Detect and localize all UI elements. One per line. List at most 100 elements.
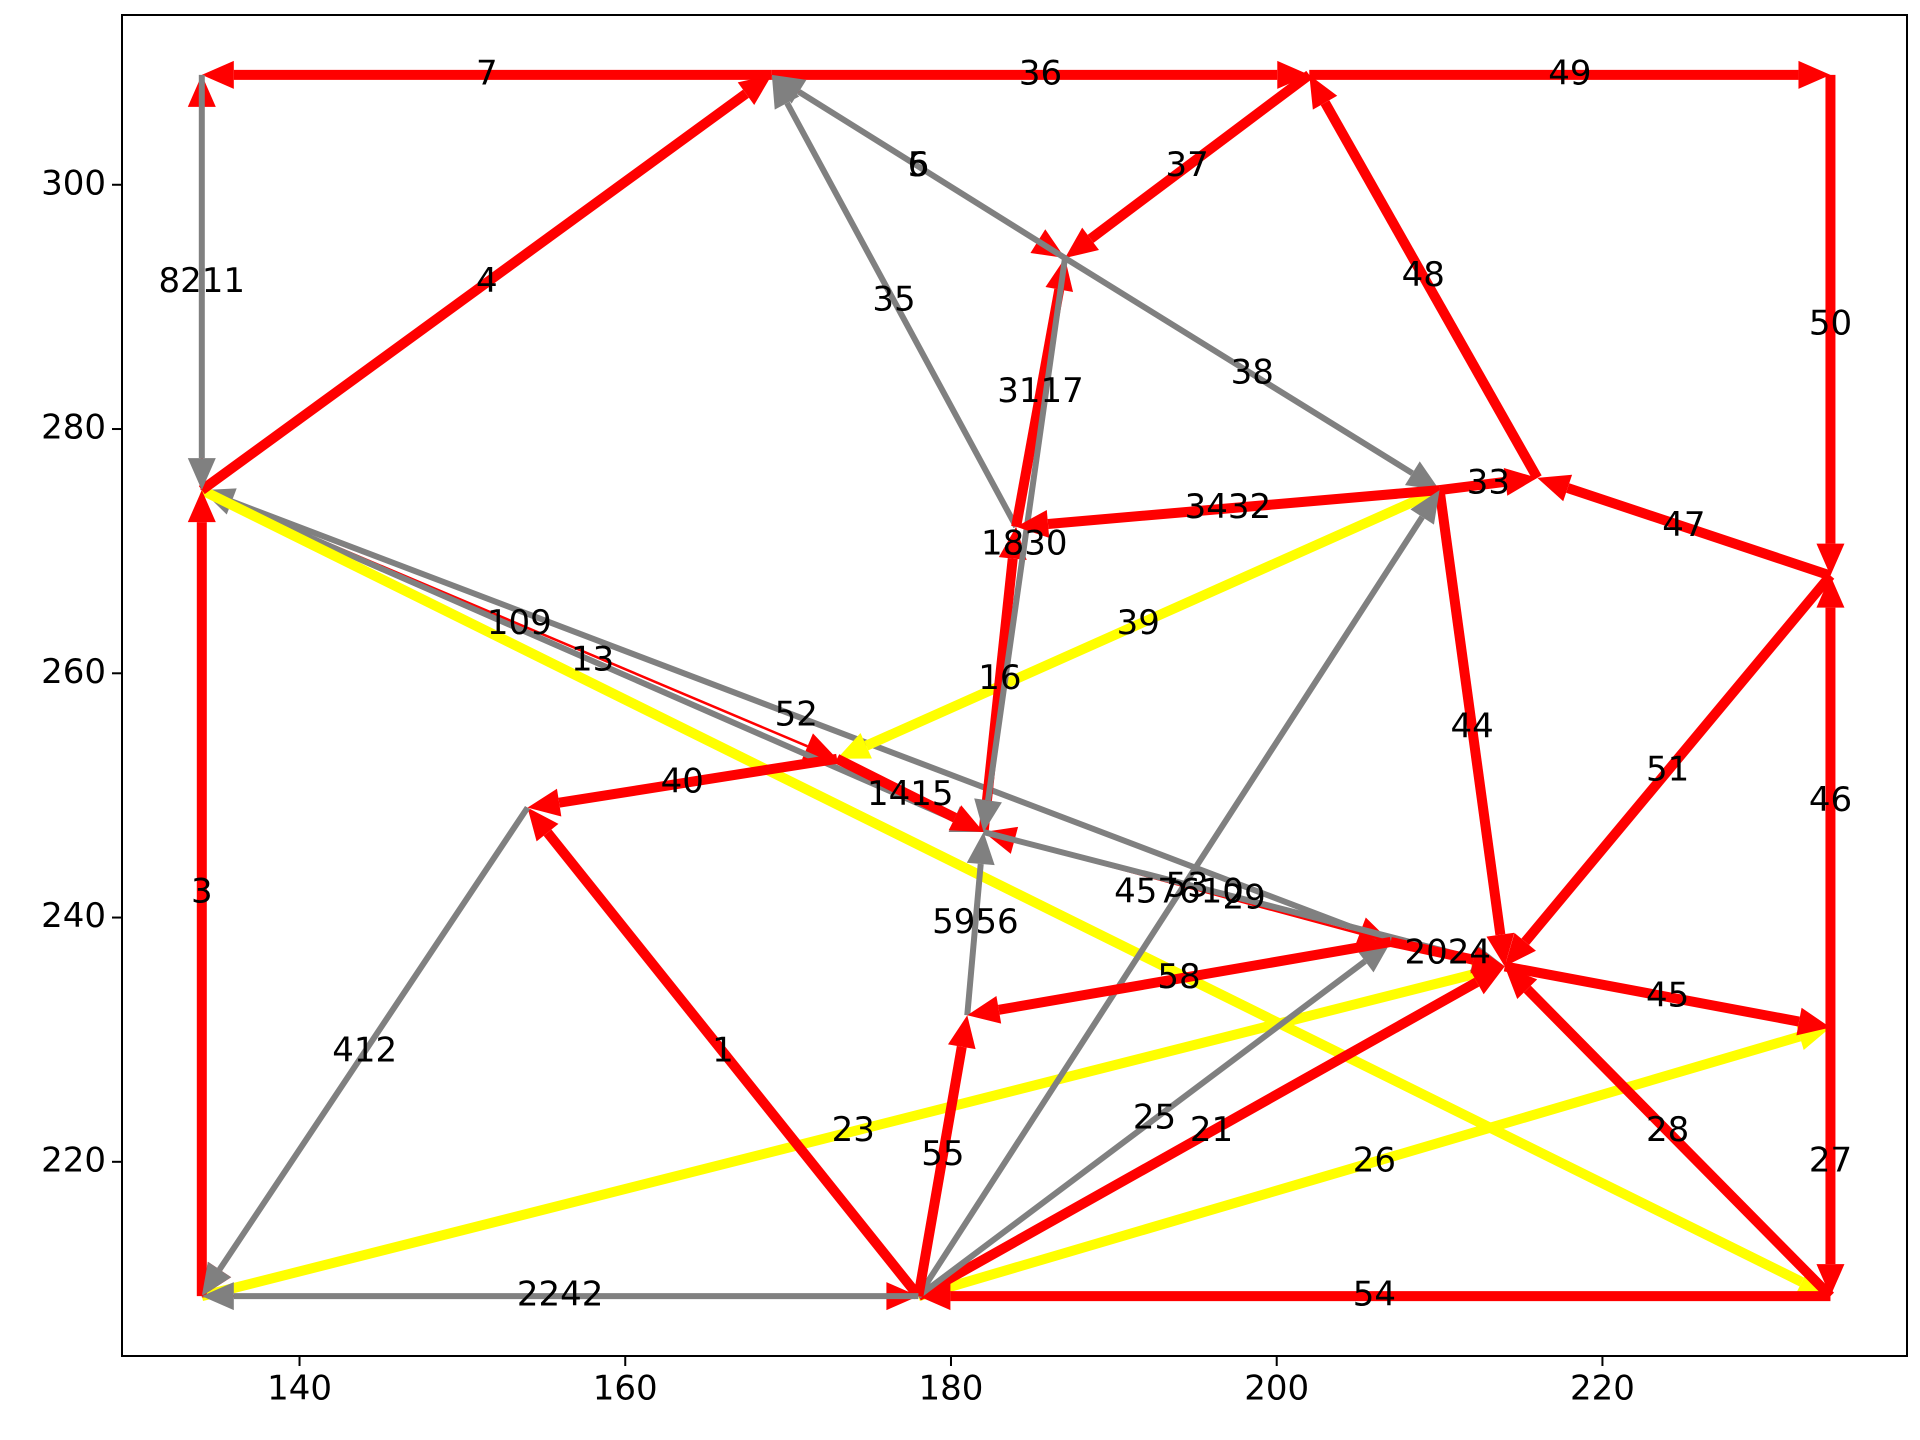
x-tick-label: 140 [267,1369,332,1409]
arrowhead [1469,966,1505,995]
arrowhead [201,60,234,89]
arrowhead [966,832,995,866]
edge-label: 35 [872,279,915,319]
arrowhead [836,732,872,759]
edge [915,977,1480,1301]
edge-label: 52 [775,695,818,735]
edge-label: 27 [1809,1140,1852,1180]
arrowhead [1504,966,1538,1000]
arrowhead [1309,74,1338,110]
edge [1389,937,1475,965]
edge-label: 109 [487,603,552,643]
edge [558,753,838,808]
edge-label: 51 [1646,749,1689,789]
edge-label: 3 [191,872,213,912]
edge-label: 40 [661,762,704,802]
arrowhead [1277,60,1310,89]
edge-label: 39 [1117,603,1160,643]
edge-label: 13 [571,640,614,680]
arrowhead [1537,474,1573,502]
arrowhead [527,807,559,842]
edge-label: 29 [1223,878,1266,918]
arrowhead [974,798,1002,833]
arrowhead [187,490,216,523]
y-tick-label: 300 [41,163,106,203]
arrowhead [998,526,1027,561]
edge-label: 1830 [981,524,1068,564]
edge-label: 44 [1451,707,1494,747]
arrowhead [201,1282,234,1311]
edge-label: 4 [476,261,498,301]
edge-label: 3432 [1185,487,1272,527]
arrowhead [1796,1007,1831,1036]
edge-label: 54 [1353,1275,1396,1315]
edge-label: 16 [978,658,1021,698]
y-tick-label: 220 [41,1140,106,1180]
edge-label: 7 [476,53,498,93]
edge-label: 53 [1166,866,1209,906]
arrowhead [1504,932,1536,967]
edge [198,89,749,495]
arrowhead [1064,227,1099,259]
edge [1523,985,1835,1300]
edge-label: 2024 [1404,933,1491,973]
arrowhead [947,1015,976,1050]
arrowhead [771,74,800,110]
edge [915,515,1425,1298]
arrowhead [1405,461,1440,491]
edge [864,485,1442,751]
arrowhead [1503,467,1538,496]
edge-label: 48 [1402,255,1445,295]
y-tick-label: 280 [41,408,106,448]
edge-label: 33 [1467,462,1510,502]
arrowhead [527,788,562,817]
edge [1087,70,1313,243]
edge [199,485,1804,1287]
edge-label: 55 [921,1134,964,1174]
edge-label: 36 [1019,53,1062,93]
arrowhead [201,1261,232,1297]
edge-label: 1415 [867,774,954,814]
edges [187,60,1845,1311]
x-tick-label: 220 [1570,1369,1635,1409]
arrowhead [1798,60,1831,89]
edge-label: 50 [1809,304,1852,344]
edge [834,754,958,823]
arrowhead [1816,543,1845,576]
edge [784,101,1019,529]
edge-label: 3117 [997,371,1084,411]
edge-label: 6 [908,145,930,185]
edge-label: 21 [1190,1110,1233,1150]
edge-label: 26 [1353,1140,1396,1180]
edge-label: 45 [1646,975,1689,1015]
edge-label: 5956 [932,902,1019,942]
edge-label: 49 [1548,53,1591,93]
y-tick-label: 260 [41,652,106,692]
arrowhead [1816,1264,1845,1297]
arrowhead [1816,575,1845,608]
edge-label: 8211 [159,261,246,301]
x-tick-label: 180 [919,1369,984,1409]
edge-label: 25 [1133,1098,1176,1138]
edge [913,1045,967,1298]
edge [916,958,1367,1299]
edge [1434,489,1506,936]
edge-label: 5 [908,145,930,185]
y-tick-label: 240 [41,896,106,936]
edge-label: 23 [832,1110,875,1150]
edge-label: 412 [332,1030,397,1070]
edge [217,805,531,1272]
edge [1503,961,1800,1027]
arrowhead [1486,932,1515,967]
arrowhead [918,1282,951,1311]
arrowhead [802,733,837,760]
arrowhead [967,996,1002,1024]
edge-label: 2242 [517,1275,604,1315]
x-tick-label: 200 [1244,1369,1309,1409]
edge [543,829,923,1300]
edge [916,1031,1802,1301]
arrowhead [187,458,216,491]
